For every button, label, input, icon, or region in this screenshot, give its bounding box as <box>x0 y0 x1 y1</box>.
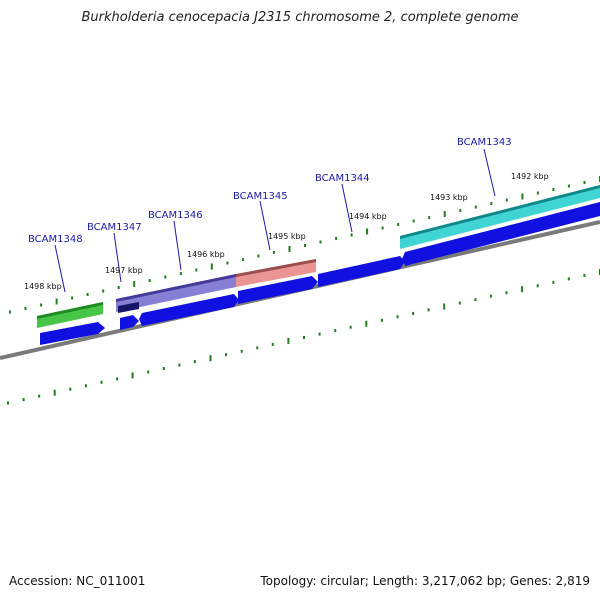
gene-label-bcam1345[interactable]: BCAM1345 <box>233 191 288 202</box>
feature-bar-bcam1347[interactable] <box>118 302 139 313</box>
feature-bar-bcam1345[interactable] <box>236 259 316 287</box>
gene-label-bcam1346[interactable]: BCAM1346 <box>148 210 203 221</box>
kbp-label-1492: 1492 kbp <box>511 172 549 181</box>
kbp-label-1493: 1493 kbp <box>430 193 468 202</box>
kbp-label-1498: 1498 kbp <box>24 282 62 291</box>
gene-connector-bcam1348 <box>54 244 66 293</box>
gene-connector-bcam1345 <box>259 200 271 251</box>
gene-label-bcam1344[interactable]: BCAM1344 <box>315 173 370 184</box>
cds-arrow-bcam1347[interactable] <box>120 315 139 330</box>
map-title: Burkholderia cenocepacia J2315 chromosom… <box>81 10 519 25</box>
accession-text: Accession: NC_011001 <box>9 574 146 588</box>
feature-bar-bcam1343[interactable] <box>400 185 600 249</box>
cds-arrow-bcam1343[interactable] <box>402 202 600 266</box>
gene-label-bcam1343[interactable]: BCAM1343 <box>457 137 512 148</box>
gene-connector-bcam1344 <box>341 183 353 233</box>
feature-bar-bcam1345-top <box>236 259 316 277</box>
gene-label-bcam1348[interactable]: BCAM1348 <box>28 234 83 245</box>
cds-arrow-bcam1346[interactable] <box>139 294 239 326</box>
cds-arrow-bcam1348[interactable] <box>40 322 105 345</box>
kbp-label-1495: 1495 kbp <box>268 232 306 241</box>
feature-bar-bcam1343-top <box>400 185 600 239</box>
tick-rows <box>7 176 600 405</box>
feature-bar-bcam1346-top <box>116 274 236 302</box>
kbp-label-1494: 1494 kbp <box>349 212 387 221</box>
gene-connector-bcam1343 <box>483 148 496 197</box>
feature-bar-bcam1348-top <box>37 302 103 319</box>
cds-arrow-bcam1344[interactable] <box>318 256 405 287</box>
gene-label-bcam1347[interactable]: BCAM1347 <box>87 222 142 233</box>
kbp-label-1496: 1496 kbp <box>187 250 225 259</box>
kbp-label-1497: 1497 kbp <box>105 266 143 275</box>
gene-connector-bcam1347 <box>113 232 122 283</box>
gene-connector-bcam1346 <box>173 220 182 271</box>
genome-summary-text: Topology: circular; Length: 3,217,062 bp… <box>260 574 590 588</box>
cds-arrow-bcam1345[interactable] <box>238 276 318 304</box>
feature-bar-bcam1346[interactable] <box>116 274 236 312</box>
